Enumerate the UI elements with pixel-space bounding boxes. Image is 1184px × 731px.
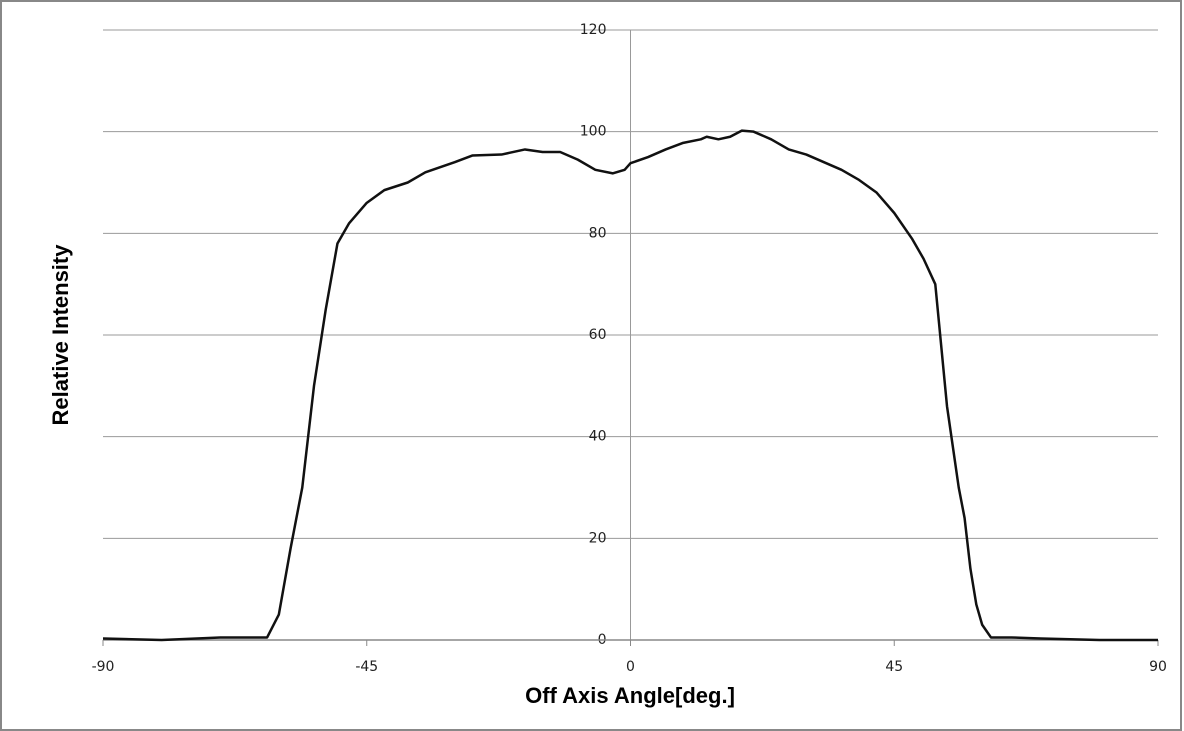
y-tick-label: 120 [580,22,607,38]
x-tick-label: 90 [1149,659,1167,675]
y-tick-label: 60 [589,327,607,343]
y-tick-label: 20 [589,530,607,546]
x-tick-label: -45 [355,659,378,675]
x-tick-label: 0 [626,659,635,675]
x-tick-label: 45 [885,659,903,675]
y-tick-label: 100 [580,124,607,140]
y-tick-label: 80 [589,225,607,241]
y-axis-title: Relative Intensity [48,244,73,426]
y-tick-label: 40 [589,429,607,445]
data-line [102,129,1158,642]
x-tick-label: -90 [92,659,115,675]
x-axis-title: Off Axis Angle[deg.] [525,683,735,708]
